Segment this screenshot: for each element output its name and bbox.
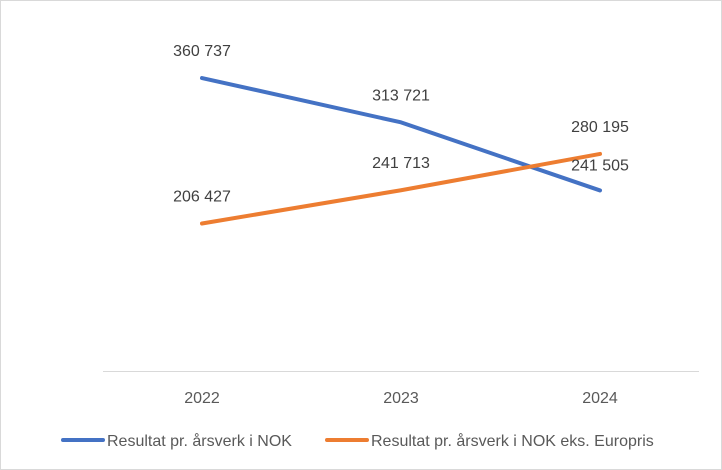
legend-label: Resultat pr. årsverk i NOK [107,432,292,450]
legend: Resultat pr. årsverk i NOK Resultat pr. å… [61,432,654,450]
data-labels: 360 737 313 721 241 505 206 427 241 713 280 1… [173,43,629,205]
data-label: 313 721 [372,87,430,104]
legend-label: Resultat pr. årsverk i NOK eks. Europris [371,432,654,450]
data-label: 241 505 [571,157,629,174]
x-axis-ticks: 2022 2023 2024 [184,390,618,407]
series-line-2 [200,151,602,226]
x-tick-label: 2024 [582,390,618,407]
series-layer [200,76,602,226]
data-label: 280 195 [571,119,629,136]
data-label: 360 737 [173,43,231,60]
x-tick-label: 2022 [184,390,220,407]
data-label: 206 427 [173,189,231,206]
data-label: 241 713 [372,155,430,172]
x-tick-label: 2023 [383,390,419,407]
